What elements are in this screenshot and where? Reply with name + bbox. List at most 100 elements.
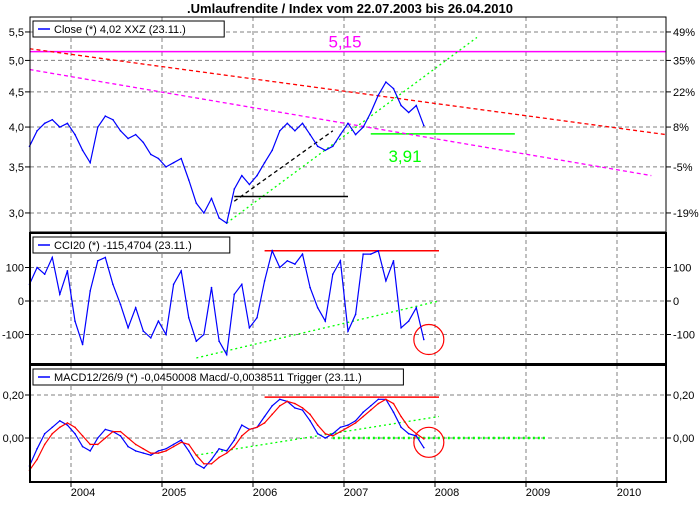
data-point [286, 122, 289, 125]
data-point [256, 174, 258, 177]
annotation-label: 3,91 [388, 147, 421, 166]
data-point [392, 411, 395, 414]
data-point [354, 133, 357, 136]
data-point [218, 456, 220, 459]
data-point [362, 253, 364, 255]
data-point [218, 447, 220, 450]
annotation-trendline [29, 48, 667, 136]
data-point [210, 286, 213, 289]
data-point [74, 320, 76, 322]
data-point [271, 413, 273, 416]
data-point [332, 435, 334, 437]
data-point [377, 402, 380, 405]
data-point [89, 443, 91, 446]
data-point [316, 145, 319, 148]
data-point [225, 450, 228, 452]
data-point [369, 111, 372, 114]
y2-tick-label: 0,00 [673, 433, 694, 445]
data-point [271, 249, 273, 252]
data-point [195, 454, 198, 457]
data-point [127, 327, 129, 329]
y-tick-label: 5,5 [9, 27, 24, 39]
data-point [278, 398, 281, 401]
data-point [225, 353, 228, 356]
data-point [172, 161, 175, 164]
data-point [104, 428, 107, 431]
series-line-trigger [29, 398, 425, 471]
y2-tick-label: -100 [673, 330, 695, 342]
data-point [104, 437, 107, 439]
data-point [377, 398, 380, 401]
data-point [294, 130, 296, 132]
y2-tick-label: 22% [673, 87, 695, 99]
data-point [407, 426, 410, 429]
data-point [286, 260, 289, 262]
data-point [248, 183, 251, 186]
data-point [354, 313, 357, 316]
series-line-cci [28, 248, 425, 357]
y-tick-label: 4,0 [9, 122, 24, 134]
data-point [157, 452, 160, 454]
data-point [369, 409, 372, 411]
data-point [400, 104, 402, 107]
data-point [157, 450, 160, 452]
data-point [332, 273, 334, 276]
data-point [59, 426, 61, 429]
data-point [81, 435, 84, 437]
legend-label: Close (*) 4,02 XXZ (23.11.) [54, 24, 186, 36]
data-point [74, 426, 76, 429]
data-point [324, 437, 327, 439]
data-point [187, 443, 190, 446]
data-point [339, 260, 342, 262]
data-point [423, 446, 425, 449]
data-point [423, 124, 425, 127]
data-point [74, 133, 76, 136]
y2-tick-label: 8% [673, 122, 689, 134]
data-point [150, 337, 152, 339]
data-point [400, 426, 402, 429]
data-point [172, 443, 175, 446]
data-point [347, 426, 349, 429]
x-tick-label: 2009 [526, 487, 550, 499]
data-point [309, 286, 311, 289]
data-point [347, 424, 349, 426]
data-point [134, 306, 137, 309]
data-point [59, 126, 61, 128]
data-point [187, 316, 190, 319]
data-point [112, 283, 114, 286]
data-point [294, 407, 296, 409]
data-point [89, 290, 91, 292]
data-point [119, 303, 122, 306]
data-point [43, 122, 46, 125]
data-point [392, 402, 395, 405]
y2-tick-label: 100 [673, 263, 691, 275]
data-point [66, 424, 69, 426]
data-point [180, 439, 182, 441]
data-point [51, 256, 54, 259]
data-point [278, 266, 281, 269]
x-tick-label: 2010 [617, 487, 641, 499]
legend-label: CCI20 (*) -115,4704 (23.11.) [54, 240, 192, 252]
data-point [286, 400, 289, 403]
data-point [309, 413, 311, 416]
panel-macd: 0,20 0,20 0,00 0,00 MACD12/26/9 (*) -0,04500… [3, 364, 694, 483]
data-point [187, 179, 190, 181]
annotation-circle [413, 426, 445, 458]
y2-tick-label: -5% [673, 162, 693, 174]
data-point [119, 430, 122, 433]
data-point [218, 340, 220, 343]
data-point [59, 293, 61, 296]
panel-cci: 100 100 0 0 -100 -100 CCI20 (*) -115,4704 (23.… [2, 232, 695, 365]
panel-price: 5,5 49% 5,0 35% 4,5 22% 4,0 8% 3,5 -5% 3,0 -19% 5,15… [9, 16, 699, 233]
data-point [74, 432, 76, 435]
data-point [248, 428, 251, 431]
x-tick-label: 2006 [253, 487, 277, 499]
data-point [278, 404, 281, 407]
data-point [324, 149, 327, 152]
data-point [347, 330, 349, 332]
data-point [96, 437, 99, 439]
data-point [316, 306, 319, 309]
data-point [134, 450, 137, 452]
data-point [134, 443, 137, 446]
